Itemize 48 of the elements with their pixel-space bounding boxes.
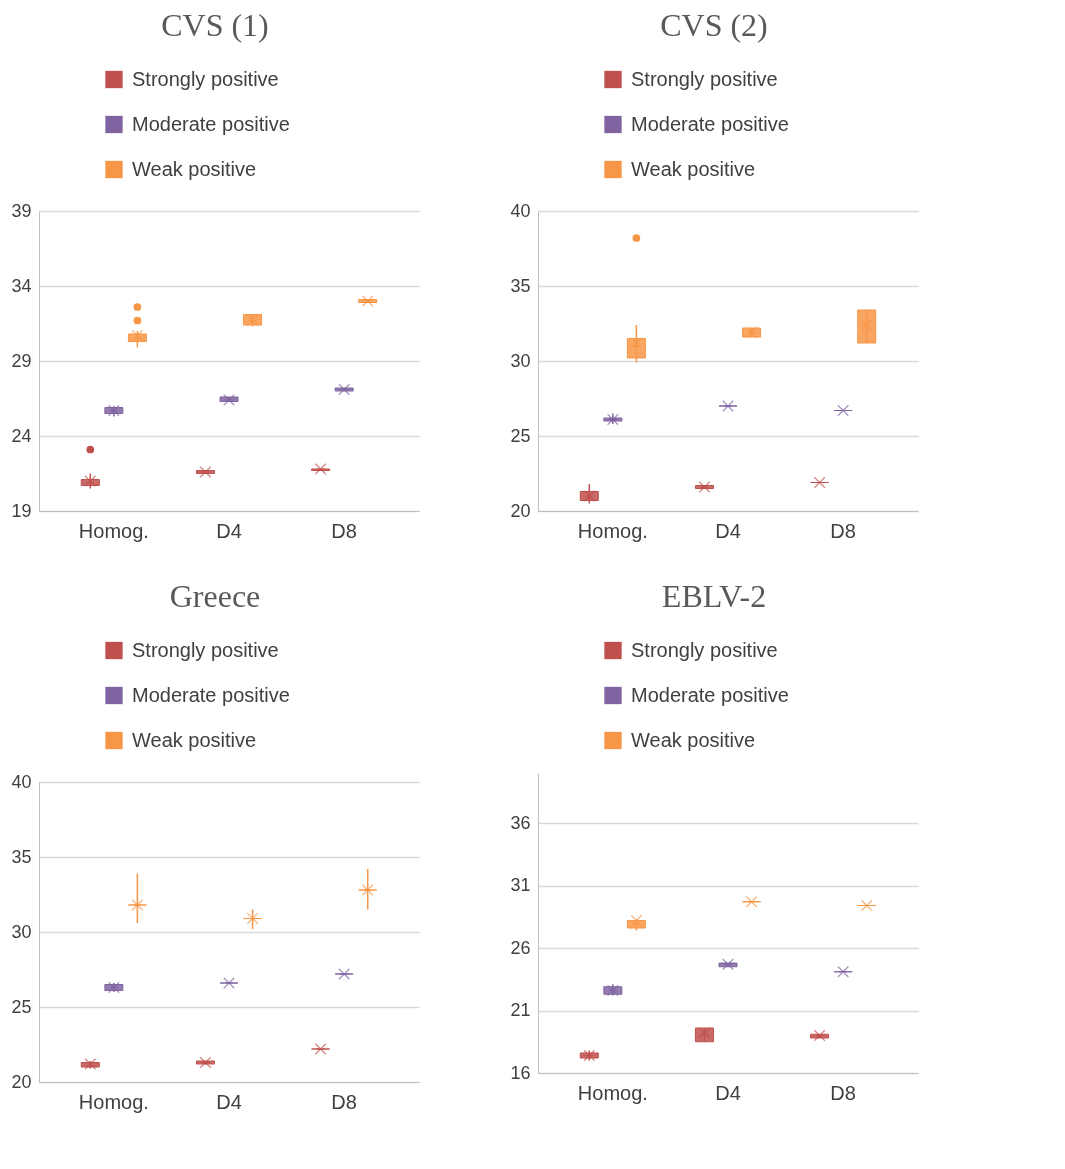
y-tick-label: 35 [510,275,531,296]
chart-title: CVS (2) [660,7,768,43]
y-tick-label: 36 [510,812,531,833]
y-tick-label: 31 [510,875,531,895]
chart-title: EBLV-2 [661,578,767,614]
x-tick-label: D8 [331,1090,357,1113]
x-tick-label: Homog. [577,1081,648,1104]
y-tick-label: 20 [11,1071,32,1092]
y-tick-label: 40 [510,200,531,221]
x-tick-label: Homog. [78,519,149,542]
y-tick-label: 35 [11,846,32,867]
y-tick-label: 30 [510,350,531,371]
x-tick-label: D4 [715,1081,741,1104]
legend-label: Weak positive [631,728,756,751]
y-tick-label: 25 [11,996,32,1017]
x-tick-label: D8 [830,519,856,542]
legend-label: Weak positive [132,728,257,751]
y-tick-label: 25 [510,425,531,446]
y-tick-label: 26 [510,937,531,958]
chart-title: CVS (1) [161,7,269,43]
y-tick-label: 40 [11,771,32,792]
y-tick-label: 29 [11,350,32,371]
legend-label: Moderate positive [132,112,290,135]
x-tick-label: D4 [715,519,741,542]
y-tick-label: 39 [11,200,32,221]
y-tick-label: 34 [11,275,32,296]
legend-label: Moderate positive [631,683,789,706]
legend-label: Moderate positive [631,112,789,135]
y-tick-label: 24 [11,425,32,446]
y-tick-label: 20 [510,500,531,521]
x-tick-label: D4 [216,1090,242,1113]
y-tick-label: 16 [510,1062,531,1083]
legend-label: Strongly positive [631,67,778,90]
legend-label: Strongly positive [132,638,279,661]
x-tick-label: D4 [216,519,242,542]
legend-label: Strongly positive [631,638,778,661]
x-tick-label: D8 [830,1081,856,1104]
legend-label: Weak positive [631,157,756,180]
legend-label: Weak positive [132,157,257,180]
chart-title: Greece [169,578,261,614]
x-tick-label: Homog. [577,519,648,542]
y-tick-label: 30 [11,921,32,942]
x-tick-label: Homog. [78,1090,149,1113]
y-tick-label: 21 [510,1000,531,1020]
y-tick-label: 19 [11,500,32,521]
x-tick-label: D8 [331,519,357,542]
legend-label: Strongly positive [132,67,279,90]
legend-label: Moderate positive [132,683,290,706]
